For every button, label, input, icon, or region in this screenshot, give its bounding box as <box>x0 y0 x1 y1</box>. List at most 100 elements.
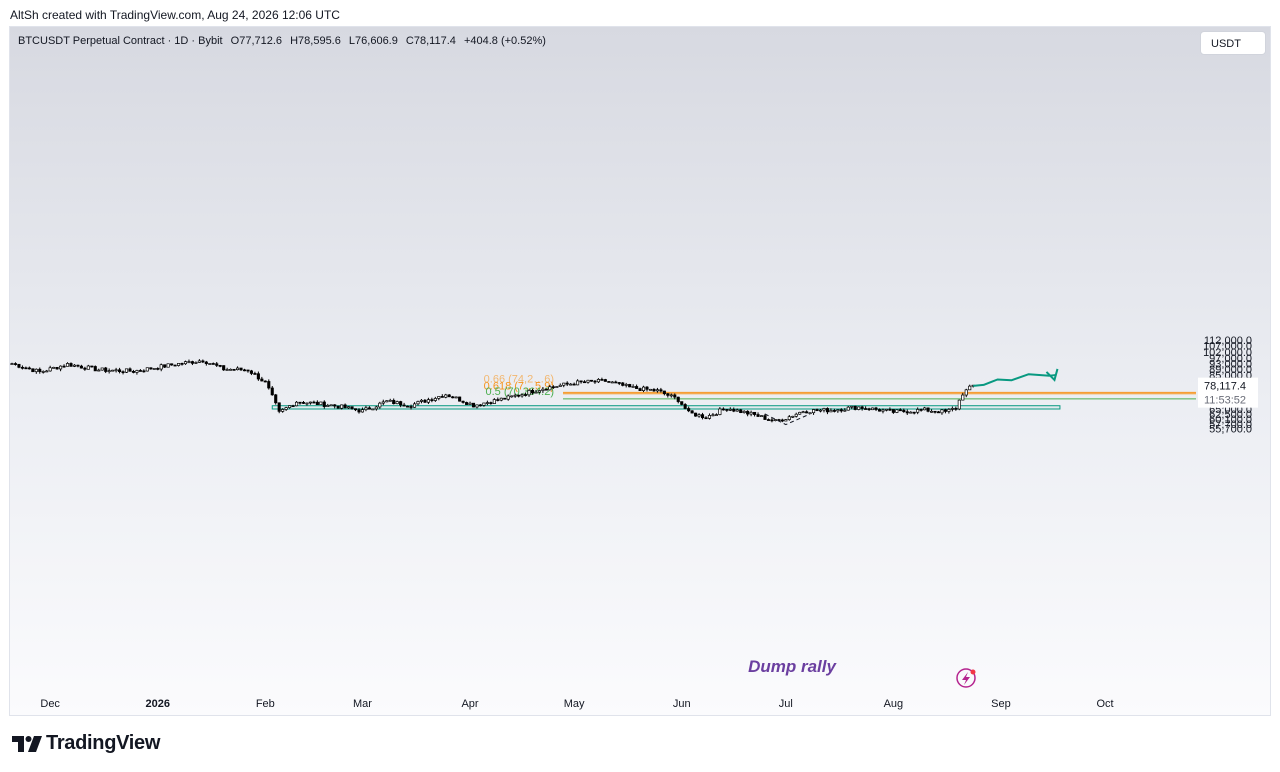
candle[interactable] <box>97 369 101 372</box>
candle[interactable] <box>610 381 614 384</box>
candle[interactable] <box>923 407 927 411</box>
candle[interactable] <box>465 402 469 405</box>
candle[interactable] <box>177 363 181 366</box>
candle[interactable] <box>170 363 174 366</box>
candle[interactable] <box>607 381 611 383</box>
candle[interactable] <box>246 369 250 372</box>
candle[interactable] <box>957 399 961 410</box>
candle[interactable] <box>419 399 424 402</box>
tradingview-brand[interactable]: TradingView <box>12 732 160 755</box>
candle[interactable] <box>721 408 725 411</box>
candle[interactable] <box>260 378 264 382</box>
projection-path[interactable] <box>973 373 1057 387</box>
candle[interactable] <box>308 401 312 404</box>
candle[interactable] <box>565 382 569 385</box>
candle[interactable] <box>694 412 698 417</box>
candle[interactable] <box>412 403 417 408</box>
candle[interactable] <box>950 408 954 410</box>
candle[interactable] <box>582 381 587 384</box>
candle[interactable] <box>124 368 129 373</box>
candle[interactable] <box>815 409 819 412</box>
candle[interactable] <box>496 399 500 401</box>
candle[interactable] <box>628 384 632 388</box>
candle[interactable] <box>655 389 659 392</box>
candle[interactable] <box>118 369 122 373</box>
candle[interactable] <box>600 379 604 381</box>
candle[interactable] <box>555 386 559 388</box>
candle[interactable] <box>17 363 21 368</box>
candle[interactable] <box>909 411 913 414</box>
candle[interactable] <box>374 406 378 410</box>
legend-symbol[interactable]: BTCUSDT Perpetual Contract · 1D · Bybit <box>18 35 223 47</box>
candle[interactable] <box>673 394 677 398</box>
candle[interactable] <box>20 366 24 369</box>
candle[interactable] <box>52 366 56 369</box>
candle[interactable] <box>385 400 389 403</box>
candle[interactable] <box>357 409 361 413</box>
candle[interactable] <box>877 409 882 412</box>
candle[interactable] <box>919 409 923 411</box>
candle[interactable] <box>569 383 573 386</box>
candle[interactable] <box>749 411 753 415</box>
candle[interactable] <box>617 382 621 384</box>
chart-panel[interactable]: BTCUSDT Perpetual Contract · 1D · Bybit … <box>9 26 1271 716</box>
candle[interactable] <box>527 389 531 396</box>
candle[interactable] <box>791 415 795 418</box>
candle[interactable] <box>270 387 274 396</box>
candle[interactable] <box>79 365 83 369</box>
candle[interactable] <box>735 409 739 412</box>
candle[interactable] <box>197 360 201 363</box>
candle[interactable] <box>666 393 670 396</box>
candle[interactable] <box>326 405 330 407</box>
candle[interactable] <box>843 409 847 412</box>
candle[interactable] <box>482 402 486 406</box>
candle[interactable] <box>763 415 767 420</box>
candle[interactable] <box>312 401 316 404</box>
candle[interactable] <box>451 396 455 399</box>
candle[interactable] <box>45 370 49 373</box>
candle[interactable] <box>187 361 191 363</box>
candle[interactable] <box>541 388 545 391</box>
candle[interactable] <box>697 414 701 417</box>
candle[interactable] <box>163 364 167 368</box>
candle[interactable] <box>423 399 427 403</box>
candlestick-chart[interactable]: 0.66 (74,2…6)0.618 (7…5.9)0.5 (70,364.2)… <box>10 27 1271 716</box>
candle[interactable] <box>222 365 226 371</box>
candle[interactable] <box>111 369 115 372</box>
candle[interactable] <box>159 364 163 370</box>
candle[interactable] <box>284 407 288 410</box>
candle[interactable] <box>263 380 267 383</box>
candle[interactable] <box>447 394 451 398</box>
candle[interactable] <box>784 419 788 422</box>
candle[interactable] <box>218 365 222 367</box>
candle[interactable] <box>624 384 628 386</box>
candle[interactable] <box>131 371 136 373</box>
candle[interactable] <box>503 397 507 400</box>
candle[interactable] <box>31 368 35 373</box>
candle[interactable] <box>90 365 94 368</box>
candle[interactable] <box>753 411 757 415</box>
candle[interactable] <box>288 405 292 408</box>
candle[interactable] <box>548 386 552 391</box>
candle[interactable] <box>860 406 864 409</box>
candle[interactable] <box>614 381 618 384</box>
candle[interactable] <box>524 394 528 396</box>
candle[interactable] <box>249 370 253 374</box>
candle[interactable] <box>968 385 972 391</box>
candle[interactable] <box>204 361 208 364</box>
candle[interactable] <box>215 363 219 366</box>
candle[interactable] <box>905 411 909 414</box>
candle[interactable] <box>766 419 771 421</box>
candle[interactable] <box>794 413 798 417</box>
candle[interactable] <box>683 404 687 409</box>
candle[interactable] <box>34 368 38 373</box>
candle[interactable] <box>24 367 28 370</box>
candle[interactable] <box>86 365 90 370</box>
candle[interactable] <box>739 409 743 414</box>
candle[interactable] <box>65 363 70 367</box>
candle[interactable] <box>371 408 375 411</box>
candle[interactable] <box>891 409 895 413</box>
candle[interactable] <box>589 379 594 382</box>
currency-button[interactable]: USDT <box>1200 31 1266 55</box>
candle[interactable] <box>728 409 732 411</box>
